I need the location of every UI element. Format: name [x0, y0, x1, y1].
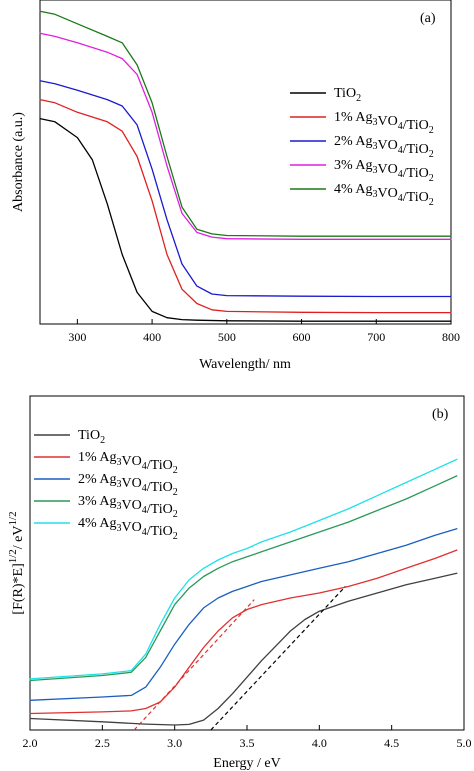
panel-a-series-3pct-ag3vo4-tio2 [39, 32, 452, 240]
panel-b-series-4pct-ag3vo4-tio2 [29, 458, 458, 680]
panel-b-legend-3pct-ag3vo4-tio2-label: 3% Ag3VO4/TiO2 [78, 494, 178, 520]
panel-b-x-ticks: 2.0 2.5 3.0 3.5 4.0 4.5 5.0 [23, 725, 472, 750]
panel-b-frame [29, 395, 465, 731]
panel-b-legend-4pct-ag3vo4-tio2-label: 4% Ag3VO4/TiO2 [78, 516, 178, 542]
panel-a-legend-3pct-ag3vo4-tio2-label: 3% Ag3VO4/TiO2 [334, 158, 434, 184]
panel-a-series-1pct-ag3vo4-tio2 [39, 98, 452, 314]
panel-b: 2.0 2.5 3.0 3.5 4.0 4.5 5.0 (b) Energy / eV [F… [7, 395, 472, 771]
panel-a-y-axis-label: Absorbance (a.u.) [11, 112, 26, 212]
panel-a-series-tio2 [39, 117, 452, 322]
panel-b-x-tick-label-0: 2.0 [23, 736, 38, 750]
panel-a-x-axis-label: Wavelength/ nm [199, 357, 291, 372]
panel-a-legend-2pct-ag3vo4-tio2-label: 2% Ag3VO4/TiO2 [334, 134, 434, 160]
panel-b-tag: (b) [432, 407, 449, 422]
panel-b-x-tick-label-4: 4.0 [312, 736, 327, 750]
panel-b-curves [29, 458, 458, 726]
panel-b-series-2pct-ag3vo4-tio2 [29, 528, 458, 701]
panel-b-y-label-part-2: 1/2 [7, 549, 19, 563]
panel-b-x-tick-label-5: 4.5 [384, 736, 399, 750]
panel-b-x-tick-label-2: 3.0 [167, 736, 182, 750]
panel-b-fit-line-1 [210, 586, 346, 731]
panel-b-series-1pct-ag3vo4-tio2 [29, 549, 458, 715]
panel-a-series-2pct-ag3vo4-tio2 [39, 80, 452, 298]
panel-b-legend-2pct-ag3vo4-tio2-label: 2% Ag3VO4/TiO2 [78, 472, 178, 498]
panel-a-legend-4pct-ag3vo4-tio2-label: 4% Ag3VO4/TiO2 [334, 182, 434, 208]
panel-b-x-tick-label-6: 5.0 [457, 736, 472, 750]
panel-b-y-label-part-4: 1/2 [7, 511, 19, 525]
panel-a-legend-tio2-label: TiO2 [334, 86, 361, 104]
panel-a-frame [39, 0, 452, 325]
panel-a-x-tick-label-0: 300 [68, 330, 86, 344]
panel-a-x-tick-label-1: 400 [143, 330, 161, 344]
panel-b-y-axis-label: [F(R)*E]1/2/ eV1/2 [7, 511, 26, 614]
panel-b-y-label-part-3: / eV [11, 525, 26, 549]
panel-b-y-label-part-1: [F(R)*E] [11, 563, 26, 614]
panel-b-series-3pct-ag3vo4-tio2 [29, 475, 458, 682]
panel-b-x-tick-label-1: 2.5 [95, 736, 110, 750]
panel-b-series-tio2 [29, 572, 458, 726]
panel-a-legend-1pct-ag3vo4-tio2-label: 1% Ag3VO4/TiO2 [334, 110, 434, 136]
panel-a-x-tick-label-2: 500 [218, 330, 236, 344]
panel-a-x-tick-label-5: 800 [442, 330, 460, 344]
panel-a: 300 400 500 600 700 800 (a) Wavelength/ nm Ab… [11, 0, 460, 372]
panel-b-legend-1pct-ag3vo4-tio2-label: 1% Ag3VO4/TiO2 [78, 450, 178, 476]
panel-b-x-axis-label: Energy / eV [213, 756, 280, 771]
panel-b-legend-tio2-label: TiO2 [78, 428, 105, 446]
panel-a-tag: (a) [420, 11, 436, 26]
panel-b-fit-lines [133, 586, 346, 731]
panel-a-series-4pct-ag3vo4-tio2 [39, 10, 452, 237]
panel-a-x-ticks: 300 400 500 600 700 800 [68, 319, 460, 344]
panel-a-x-tick-label-3: 600 [293, 330, 311, 344]
panel-b-fit-line-0 [133, 599, 255, 731]
panel-a-curves [39, 10, 452, 322]
panel-b-x-tick-label-3: 3.5 [240, 736, 255, 750]
panel-a-x-tick-label-4: 700 [367, 330, 385, 344]
